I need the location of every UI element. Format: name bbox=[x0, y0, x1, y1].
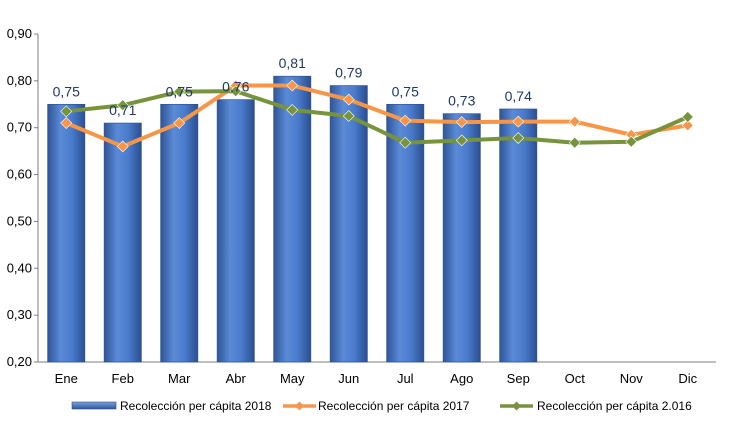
x-tick-label: Mar bbox=[168, 371, 191, 386]
bar bbox=[273, 75, 312, 363]
series-point bbox=[681, 119, 694, 132]
y-tick-label: 0,60 bbox=[7, 167, 32, 182]
series-point bbox=[342, 110, 355, 122]
series-point bbox=[512, 115, 525, 128]
legend-marker bbox=[512, 401, 521, 411]
y-tick-label: 0,30 bbox=[7, 307, 32, 322]
bar bbox=[499, 108, 538, 363]
series-point bbox=[286, 103, 299, 116]
bar bbox=[216, 99, 255, 363]
bar bbox=[160, 103, 199, 363]
legend-label: Recolección per cápita 2017 bbox=[318, 399, 470, 413]
bar bbox=[47, 103, 86, 363]
x-tick-label: Jul bbox=[397, 371, 414, 386]
x-tick-label: Sep bbox=[507, 371, 530, 386]
series-point bbox=[173, 85, 186, 98]
series-point bbox=[116, 99, 129, 112]
series-point bbox=[286, 79, 299, 92]
x-tick-label: Ene bbox=[55, 371, 78, 386]
data-label: 0,71 bbox=[109, 102, 136, 118]
data-label: 0,75 bbox=[392, 83, 419, 99]
bar bbox=[329, 85, 368, 363]
axes: 0,20 0,30 0,40 0,50 0,60 0,70 0,80 0,90 Ene Feb Ma… bbox=[7, 26, 716, 386]
series-point bbox=[455, 134, 468, 147]
legend-swatch bbox=[71, 401, 117, 410]
x-tick-label: Ago bbox=[450, 371, 473, 386]
series-point bbox=[342, 93, 355, 106]
data-label: 0,74 bbox=[505, 88, 532, 104]
legend-label: Recolección per cápita 2.016 bbox=[537, 399, 692, 413]
data-label: 0,75 bbox=[53, 83, 80, 99]
series-point bbox=[568, 115, 581, 128]
series-line bbox=[64, 83, 690, 149]
y-tick-label: 0,90 bbox=[7, 26, 32, 41]
series-point bbox=[455, 116, 468, 129]
legend: Recolección per cápita 2018 Recolección p… bbox=[71, 399, 692, 413]
y-tick-label: 0,80 bbox=[7, 73, 32, 88]
series-point bbox=[116, 140, 129, 153]
y-tick-label: 0,70 bbox=[7, 120, 32, 135]
x-tick-label: Jun bbox=[338, 371, 359, 386]
series-point bbox=[681, 111, 694, 123]
series-point bbox=[568, 136, 581, 149]
x-tick-label: May bbox=[280, 371, 305, 386]
data-label: 0,79 bbox=[335, 65, 362, 81]
bar bbox=[103, 122, 142, 363]
legend-marker bbox=[295, 401, 304, 411]
x-tick-label: Nov bbox=[620, 371, 644, 386]
data-label: 0,73 bbox=[448, 93, 475, 109]
data-labels: 0,75 0,71 0,75 0,76 0,81 0,79 0,75 0,73 0,74 bbox=[53, 55, 532, 118]
data-label: 0,76 bbox=[222, 79, 249, 95]
y-tick-label: 0,40 bbox=[7, 260, 32, 275]
series-point bbox=[60, 105, 73, 118]
series-point bbox=[173, 117, 186, 129]
x-tick-label: Abr bbox=[226, 371, 247, 386]
x-tick-label: Dic bbox=[678, 371, 697, 386]
series-point bbox=[625, 135, 638, 148]
series-point bbox=[60, 117, 73, 129]
series-point bbox=[229, 85, 242, 98]
series-point bbox=[399, 114, 412, 127]
data-label: 0,75 bbox=[166, 83, 193, 99]
y-tick-label: 0,50 bbox=[7, 213, 32, 228]
legend-label: Recolección per cápita 2018 bbox=[120, 399, 272, 413]
series-line bbox=[64, 89, 690, 145]
series-point bbox=[399, 136, 412, 149]
x-tick-label: Feb bbox=[112, 371, 134, 386]
bar-series bbox=[47, 75, 538, 363]
x-tick-label: Oct bbox=[565, 371, 586, 386]
line-series bbox=[60, 79, 694, 153]
series-point bbox=[512, 132, 525, 144]
y-tick-label: 0,20 bbox=[7, 354, 32, 369]
bar bbox=[442, 113, 481, 363]
data-label: 0,81 bbox=[279, 55, 306, 71]
